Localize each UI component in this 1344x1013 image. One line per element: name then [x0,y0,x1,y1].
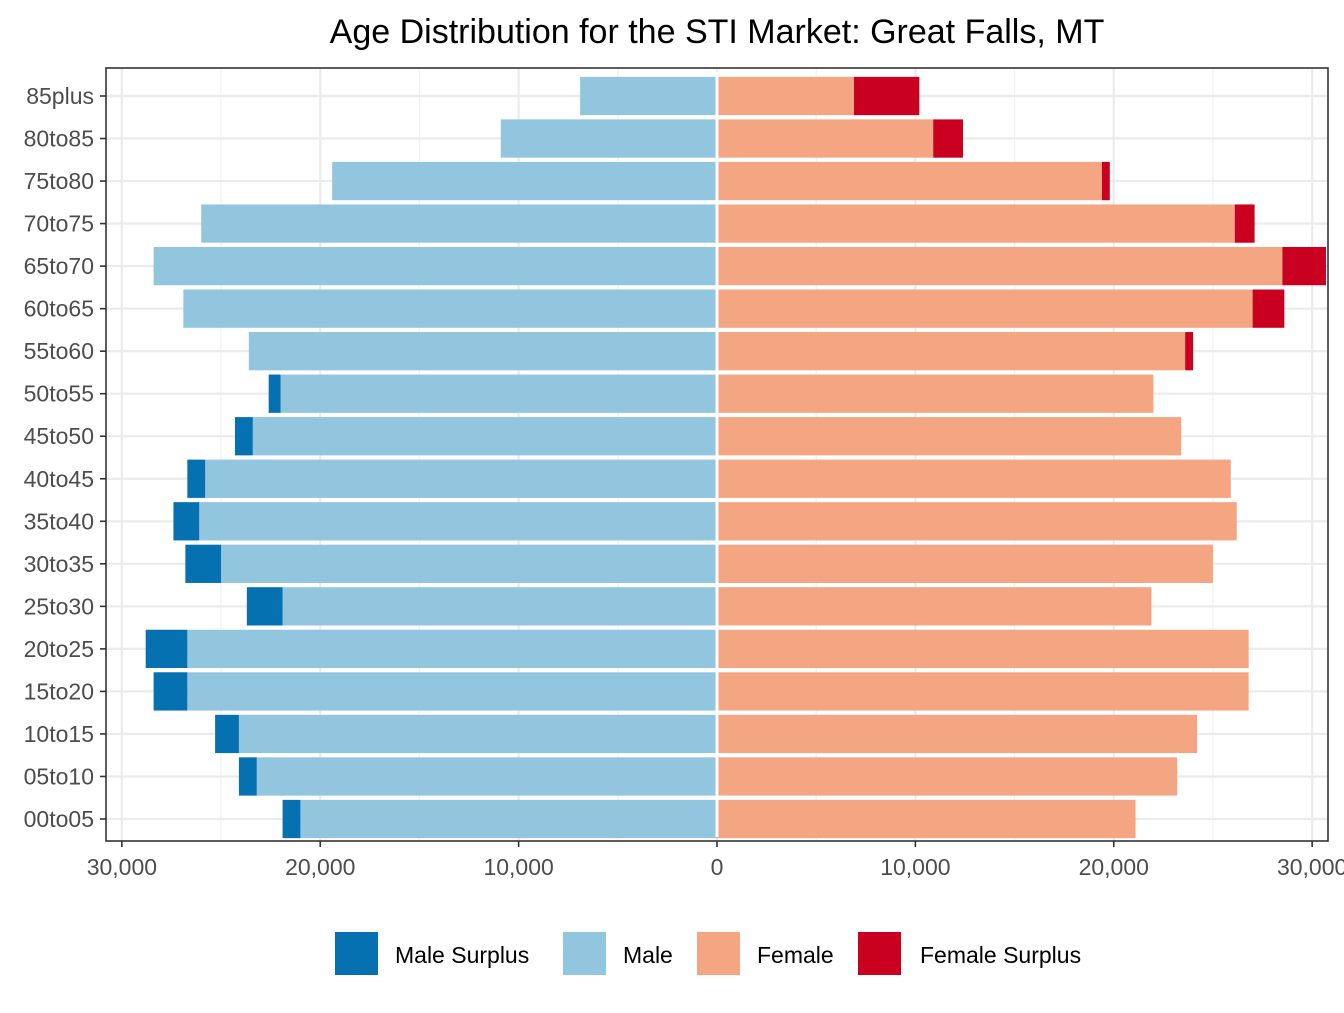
legend-label: Female Surplus [920,942,1081,968]
bar-female [717,204,1235,243]
y-tick-label: 50to55 [24,381,94,407]
bar-male [282,587,717,626]
bar-female-surplus [1252,289,1285,328]
bar-female [717,246,1283,286]
bar-male [500,119,717,158]
y-tick-label: 85plus [26,83,94,109]
bar-female [717,119,934,158]
bar-female [717,374,1154,413]
bar-female [717,544,1213,583]
bar-female [717,459,1231,498]
bar-male-surplus [187,459,206,498]
legend: Male Surplus Male Female Female Surplus [335,932,1081,975]
legend-label: Female [757,942,834,968]
bar-female [717,672,1249,711]
legend-swatch [563,932,606,975]
bar-male-surplus [173,502,200,541]
bar-female [717,757,1178,796]
bar-male [248,332,717,371]
y-tick-label: 05to10 [24,763,94,789]
y-tick-label: 65to70 [24,253,94,279]
bar-male [238,714,717,754]
y-tick-label: 55to60 [24,338,94,364]
bar-female [717,587,1152,626]
bar-male [332,161,717,201]
bar-male [252,417,717,456]
bar-male [201,204,718,243]
bar-male [221,544,717,583]
y-tick-label: 75to80 [24,168,94,194]
x-tick-label: 30,000 [1277,854,1344,880]
legend-swatch [697,932,740,975]
bar-female [717,799,1136,839]
y-tick-label: 60to65 [24,296,94,322]
bar-male [199,502,718,541]
x-tick-label: 30,000 [87,854,157,880]
bar-female-surplus [1234,204,1255,243]
bar-female [717,76,854,116]
bar-female-surplus [1185,332,1194,371]
legend-swatch [335,932,378,975]
bar-female [717,629,1249,669]
chart-title: Age Distribution for the STI Market: Gre… [330,13,1105,51]
bar-male-surplus [145,629,188,669]
y-axis: 85plus 80to85 75to80 70to75 65to70 60to65 55to… [24,83,106,832]
legend-label: Male Surplus [395,942,529,968]
y-tick-label: 20to25 [24,636,94,662]
bar-male [187,672,717,711]
bar-female [717,289,1253,328]
y-tick-label: 25to30 [24,593,94,619]
y-tick-label: 45to50 [24,423,94,449]
bar-female-surplus [933,119,963,158]
bar-male-surplus [153,672,188,711]
bar-female [717,161,1102,201]
y-tick-label: 30to35 [24,551,94,577]
bar-male [187,629,717,669]
bars [145,72,1327,839]
bar-male [205,459,718,498]
y-tick-label: 70to75 [24,211,94,237]
x-tick-label: 0 [711,854,724,880]
x-tick-label: 20,000 [285,854,355,880]
y-tick-label: 10to15 [24,721,94,747]
bar-male-surplus [215,714,239,754]
legend-label: Male [623,942,673,968]
bar-male-surplus [185,544,222,583]
bar-male-surplus [238,757,257,796]
bar-female [717,417,1182,456]
y-tick-label: 35to40 [24,508,94,534]
bar-male-surplus [268,374,281,413]
bar-female-surplus [853,76,920,116]
x-tick-label: 10,000 [483,854,553,880]
bar-male [280,374,717,413]
y-tick-label: 00to05 [24,806,94,832]
bar-female [717,332,1186,371]
bar-male [153,246,718,286]
x-tick-label: 20,000 [1079,854,1149,880]
legend-swatch [858,932,901,975]
y-tick-label: 40to45 [24,466,94,492]
y-tick-label: 80to85 [24,126,94,152]
bar-male-surplus [282,799,301,839]
bar-male [300,799,717,839]
bar-male-surplus [246,587,283,626]
bar-female [717,714,1198,754]
y-tick-label: 15to20 [24,678,94,704]
x-axis: 30,000 20,000 10,000 0 10,000 20,000 30,000 [87,841,1344,880]
bar-male-surplus [234,417,253,456]
bar-male [256,757,717,796]
bar-female-surplus [1282,246,1327,286]
bar-male [580,76,717,116]
bar-female [717,502,1237,541]
x-tick-label: 10,000 [880,854,950,880]
bar-male [183,289,717,328]
bar-female-surplus [1101,161,1110,201]
